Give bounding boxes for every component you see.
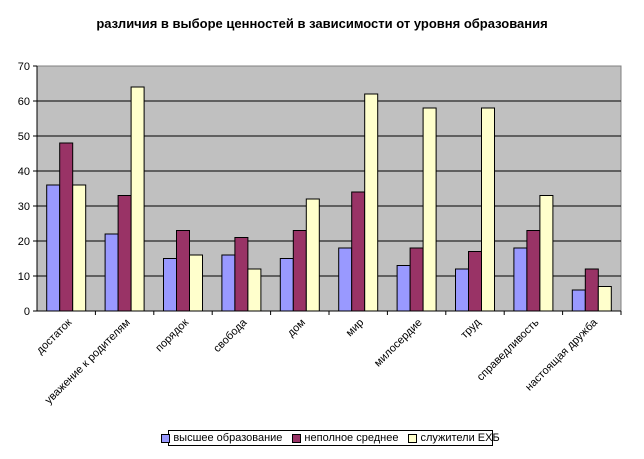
bar-4-1 xyxy=(292,230,307,312)
bar-7-1 xyxy=(468,251,482,312)
bar-9-1 xyxy=(584,268,599,312)
y-tick-label-70: 70 xyxy=(18,61,30,73)
x-tick-label-5: мир xyxy=(344,317,367,340)
y-tick-label-60: 60 xyxy=(18,96,30,108)
bar-8-1 xyxy=(526,230,541,312)
x-tick-label-8: справедливость xyxy=(475,316,542,383)
legend-swatch-0 xyxy=(161,433,171,443)
x-tick-label-6: милосердие xyxy=(372,317,425,370)
x-tick-label-2: порядок xyxy=(153,317,191,355)
chart-title: различия в выборе ценностей в зависимост… xyxy=(96,16,548,31)
x-tick-label-4: дом xyxy=(285,317,308,340)
bar-4-2 xyxy=(305,198,320,312)
y-tick-label-50: 50 xyxy=(18,131,30,143)
y-tick-label-10: 10 xyxy=(18,271,30,283)
bar-7-2 xyxy=(481,107,495,312)
legend: высшее образование неполное среднее служит… xyxy=(161,430,500,446)
bar-4-0 xyxy=(279,258,294,312)
bar-2-0 xyxy=(163,258,177,312)
bar-1-0 xyxy=(104,233,119,312)
y-tick-label-20: 20 xyxy=(18,236,30,248)
bar-5-1 xyxy=(351,191,366,312)
bar-5-0 xyxy=(338,247,353,312)
bar-2-1 xyxy=(176,230,190,312)
legend-item-2: служители ЕХБ xyxy=(408,432,500,444)
bar-5-2 xyxy=(364,93,379,312)
legend-swatch-2 xyxy=(408,433,418,443)
legend-item-1: неполное среднее xyxy=(292,432,398,444)
y-tick-label-30: 30 xyxy=(18,201,30,213)
bar-3-2 xyxy=(247,268,262,312)
bar-3-0 xyxy=(221,254,236,312)
x-tick-label-3: свобода xyxy=(211,316,250,355)
bar-1-1 xyxy=(117,195,132,312)
y-tick-label-0: 0 xyxy=(24,306,30,318)
legend-label-0: высшее образование xyxy=(173,432,283,444)
bar-6-2 xyxy=(422,107,437,312)
bar-7-0 xyxy=(455,268,469,312)
bar-0-1 xyxy=(59,142,74,312)
bar-0-0 xyxy=(46,184,61,312)
x-tick-label-0: достаток xyxy=(34,317,74,357)
y-tick-label-40: 40 xyxy=(18,166,30,178)
bar-0-2 xyxy=(72,184,87,312)
bar-9-0 xyxy=(571,289,586,312)
bar-6-0 xyxy=(396,265,411,312)
legend-swatch-1 xyxy=(292,433,302,443)
x-tick-label-7: труд xyxy=(459,316,484,341)
legend-label-1: неполное среднее xyxy=(304,432,399,444)
bar-2-2 xyxy=(189,254,203,312)
legend-item-0: высшее образование xyxy=(161,432,282,444)
bar-8-2 xyxy=(539,195,554,312)
legend-label-2: служители ЕХБ xyxy=(420,432,500,444)
bar-1-2 xyxy=(130,86,145,312)
bar-9-2 xyxy=(597,286,612,312)
bar-3-1 xyxy=(234,237,249,312)
bar-8-0 xyxy=(513,247,528,312)
bar-6-1 xyxy=(409,247,424,312)
